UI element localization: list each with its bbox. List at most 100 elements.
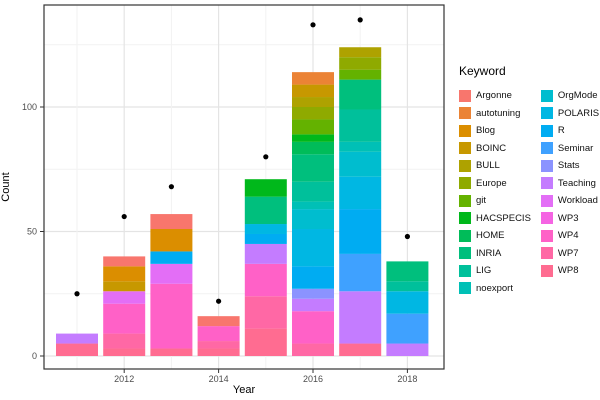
legend-item-label: autotuning	[476, 107, 521, 119]
y-axis-title: Count	[0, 172, 12, 202]
legend-item-label: WP3	[557, 212, 579, 224]
bar-segment-wp4	[103, 303, 146, 334]
legend-item-label: HACSPECIS	[476, 212, 531, 224]
legend-item: BOINC	[459, 140, 531, 158]
x-tick-label: 2012	[114, 374, 134, 384]
bar-segment-wp7	[197, 341, 240, 349]
bar-segment-wp4	[244, 263, 287, 297]
count-dot	[263, 154, 269, 160]
legend-item: git	[459, 192, 531, 210]
legend-item: WP4	[540, 227, 599, 245]
legend-key-swatch	[459, 194, 471, 207]
legend-item-label: noexport	[476, 282, 513, 294]
bar-segment-wp8	[150, 348, 193, 356]
bar-segment-wp7	[292, 343, 334, 356]
legend-item-label: Workload	[557, 195, 598, 207]
legend-key-swatch	[540, 89, 553, 102]
bar-segment-teaching	[244, 243, 287, 264]
legend-key-swatch	[540, 212, 553, 225]
count-dot	[121, 213, 127, 220]
bar-segment-noexport	[292, 201, 334, 210]
bar-segment-wp8	[339, 343, 382, 356]
legend-item: Stats	[540, 157, 599, 175]
bar-segment-inria	[339, 79, 382, 110]
bar-segment-wp8	[197, 348, 240, 356]
legend-key-swatch	[459, 229, 471, 242]
legend-item: Blog	[459, 122, 531, 140]
bar-segment-autotuning	[292, 72, 334, 85]
bar-segment-home	[292, 141, 334, 155]
bar-segment-git	[339, 69, 382, 80]
bar-segment-seminar	[386, 313, 429, 344]
bar-segment-teaching	[292, 298, 334, 312]
legend-item-label: BOINC	[476, 142, 507, 154]
legend-key-swatch	[540, 107, 553, 120]
bar-segment-boinc	[103, 281, 146, 292]
x-axis-title: Year	[232, 384, 256, 396]
legend-item: Argonne	[459, 87, 531, 105]
bar-segment-wp7	[103, 333, 146, 349]
count-dot	[74, 291, 80, 297]
bar-segment-wp8	[56, 343, 98, 356]
legend-key-swatch	[540, 159, 553, 172]
legend-item: WP7	[540, 245, 599, 263]
bar-segment-argonne	[150, 214, 193, 230]
bar-segment-workload	[103, 291, 146, 304]
legend-item-label: WP7	[557, 247, 579, 259]
legend-key-swatch	[540, 264, 553, 277]
bar-segment-inria	[292, 154, 334, 182]
legend-item: OrgMode	[540, 87, 599, 105]
legend-key-swatch	[540, 142, 553, 155]
legend-key-swatch	[459, 107, 471, 120]
legend-key-swatch	[459, 124, 471, 137]
count-dot	[404, 233, 410, 240]
bar-segment-wp8	[103, 348, 146, 356]
bar-segment-argonne	[103, 256, 146, 267]
bar-segment-git	[292, 119, 334, 135]
legend-key-swatch	[459, 177, 471, 190]
legend-item-label: HOME	[476, 230, 505, 242]
legend-item-label: BULL	[476, 160, 500, 172]
legend-item-label: Stats	[557, 160, 580, 172]
bar-segment-argonne	[197, 316, 240, 327]
legend-columns: Argonne autotuning Blog BOINC BULL Europe git H…	[459, 87, 599, 297]
bar-segment-polaris	[292, 229, 334, 267]
legend-key-swatch	[459, 159, 471, 172]
bar-segment-lig	[386, 281, 429, 292]
bar-segment-polaris	[386, 291, 429, 314]
bar-segment-lig	[292, 181, 334, 202]
y-tick-label: 50	[27, 227, 37, 237]
bar-segment-r	[292, 266, 334, 289]
legend-key-swatch	[459, 142, 471, 155]
bar-segment-boinc	[292, 84, 334, 98]
x-tick-label: 2018	[397, 374, 417, 384]
bar-segment-seminar	[339, 253, 382, 292]
bar-segment-r	[339, 209, 382, 254]
legend-key-swatch	[459, 264, 471, 277]
bar-segment-wp8	[244, 328, 287, 356]
y-tick-label: 0	[32, 351, 37, 361]
bar-segment-blog	[103, 266, 146, 282]
bar-segment-hacspecis	[292, 134, 334, 142]
legend-item-label: WP8	[557, 265, 579, 277]
legend-key-swatch	[540, 247, 553, 260]
bar-segment-bull	[339, 47, 382, 58]
count-dot	[216, 298, 222, 304]
legend-item: BULL	[459, 157, 531, 175]
legend-key-swatch	[459, 212, 471, 225]
y-tick-label: 100	[22, 102, 37, 112]
legend-item: POLARIS	[540, 105, 599, 123]
bar-segment-teaching	[339, 291, 382, 344]
legend-item: R	[540, 122, 599, 140]
legend-item: WP8	[540, 262, 599, 280]
count-dot	[310, 22, 316, 28]
legend-item-label: INRIA	[476, 247, 502, 259]
legend-item-label: Seminar	[557, 142, 594, 154]
bar-segment-europe	[292, 107, 334, 120]
legend-key-swatch	[540, 124, 553, 137]
legend-item: Teaching	[540, 175, 599, 193]
bar-segment-stats	[292, 288, 334, 299]
x-tick-label: 2016	[303, 374, 323, 384]
legend-key-swatch	[540, 229, 553, 242]
legend-item: WP3	[540, 210, 599, 228]
